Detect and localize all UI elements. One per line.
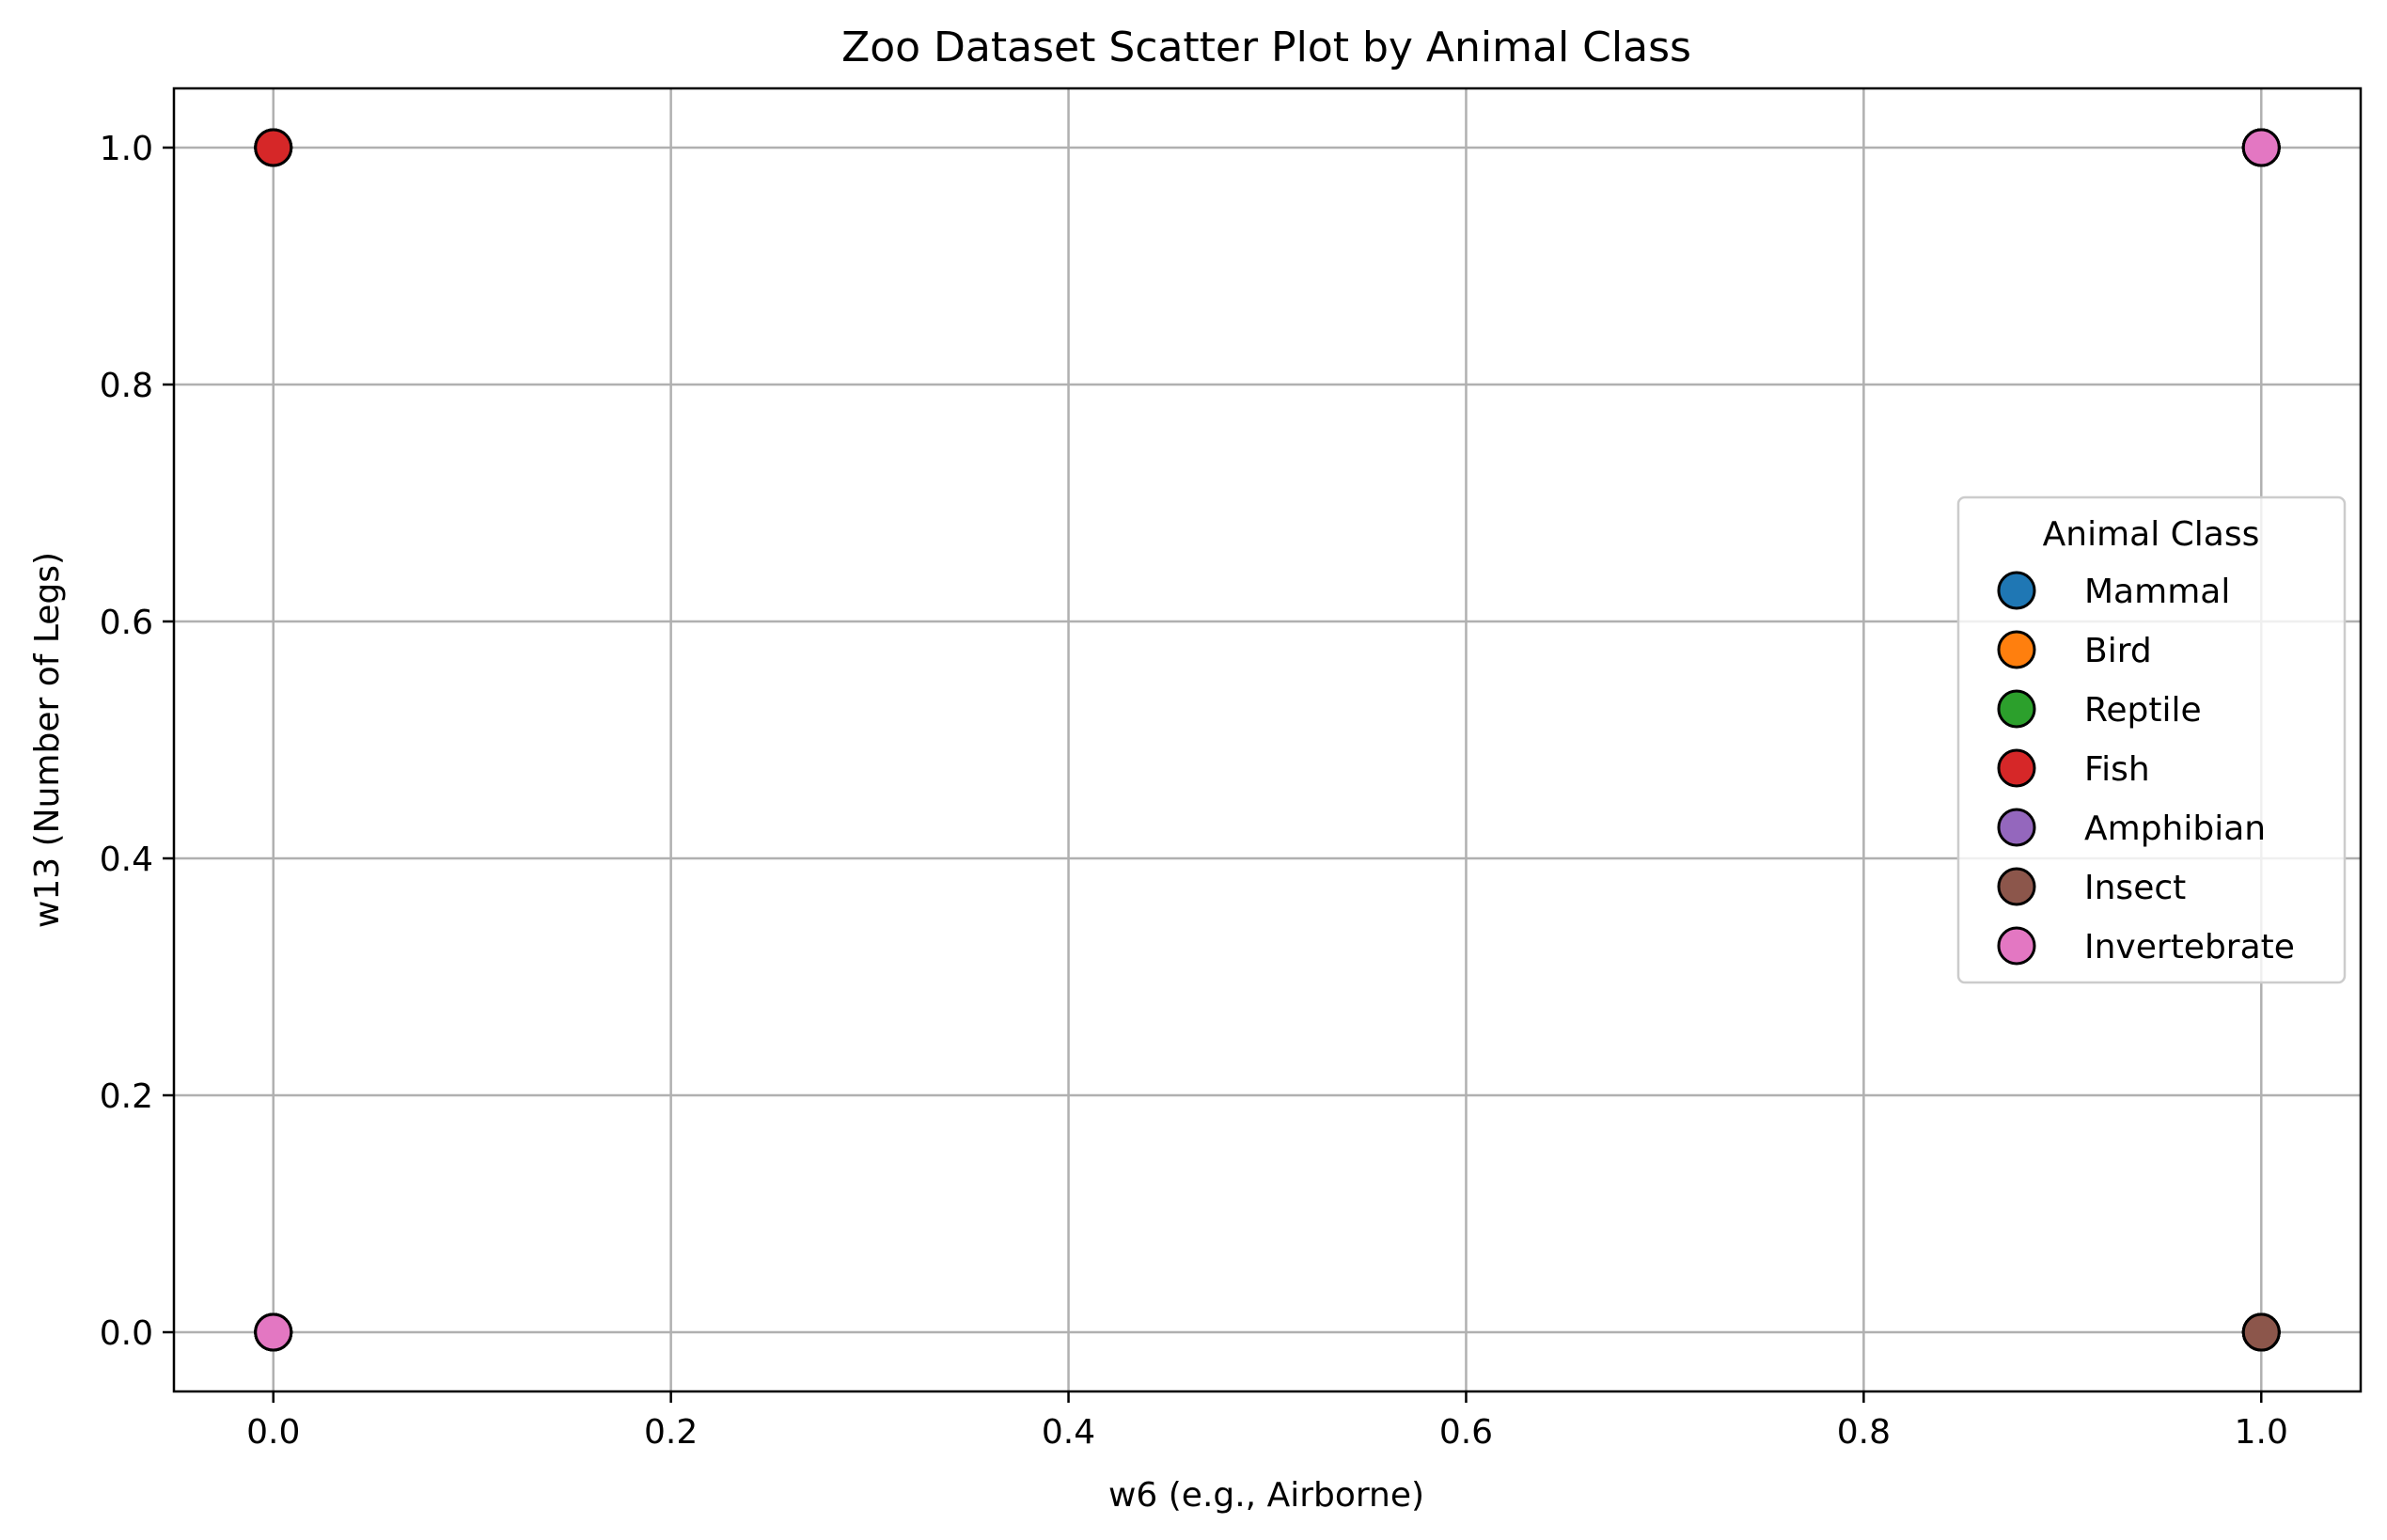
- data-point-insect: [2241, 1312, 2281, 1352]
- legend-box: [1956, 495, 2347, 984]
- legend-label-invertebrate: Invertebrate: [2084, 928, 2295, 966]
- y-tick-label: 0.4: [100, 841, 153, 879]
- y-tick-label: 0.2: [100, 1077, 153, 1116]
- x-tick-label: 0.6: [1439, 1413, 1493, 1452]
- data-points: [254, 128, 2281, 1352]
- legend-label-fish: Fish: [2084, 750, 2150, 789]
- x-tick-label: 0.2: [644, 1413, 698, 1452]
- x-tick-label: 0.4: [1042, 1413, 1095, 1452]
- legend-marker-amphibian: [1997, 808, 2036, 847]
- legend-label-reptile: Reptile: [2084, 691, 2202, 730]
- legend-label-bird: Bird: [2084, 632, 2152, 670]
- legend-marker-reptile: [1997, 689, 2036, 729]
- y-tick-label: 1.0: [100, 130, 153, 168]
- legend-label-insect: Insect: [2084, 869, 2186, 907]
- chart-title: Zoo Dataset Scatter Plot by Animal Class: [841, 24, 1691, 71]
- legend-label-mammal: Mammal: [2084, 573, 2230, 611]
- y-tick-label: 0.8: [100, 367, 153, 405]
- y-tick-label: 0.0: [100, 1314, 153, 1353]
- x-tick-label: 0.0: [246, 1413, 300, 1452]
- legend-marker-fish: [1997, 748, 2036, 788]
- x-tick-label: 0.8: [1837, 1413, 1891, 1452]
- legend-marker-insect: [1997, 867, 2036, 906]
- data-point-fish: [254, 128, 293, 167]
- legend: Animal Class Mammal Bird Reptile Fish Amphib…: [1956, 495, 2347, 984]
- legend-title: Animal Class: [2043, 515, 2260, 554]
- legend-marker-invertebrate: [1997, 926, 2036, 966]
- data-point-invertebrate: [2241, 128, 2281, 167]
- legend-marker-mammal: [1997, 571, 2036, 610]
- legend-label-amphibian: Amphibian: [2084, 809, 2266, 848]
- legend-marker-bird: [1997, 630, 2036, 669]
- x-tick-label: 1.0: [2235, 1413, 2288, 1452]
- y-axis-label: w13 (Number of Legs): [28, 552, 67, 928]
- x-axis-label: w6 (e.g., Airborne): [1108, 1476, 1424, 1515]
- y-tick-label: 0.6: [100, 604, 153, 642]
- plot-frame: [172, 86, 2363, 1393]
- data-point-invertebrate: [254, 1312, 293, 1352]
- axis-ticks: 0.0 0.2 0.4 0.6 0.8 1.0 0.0 0.2 0.4 0.6 0.8 1.0: [100, 130, 2288, 1452]
